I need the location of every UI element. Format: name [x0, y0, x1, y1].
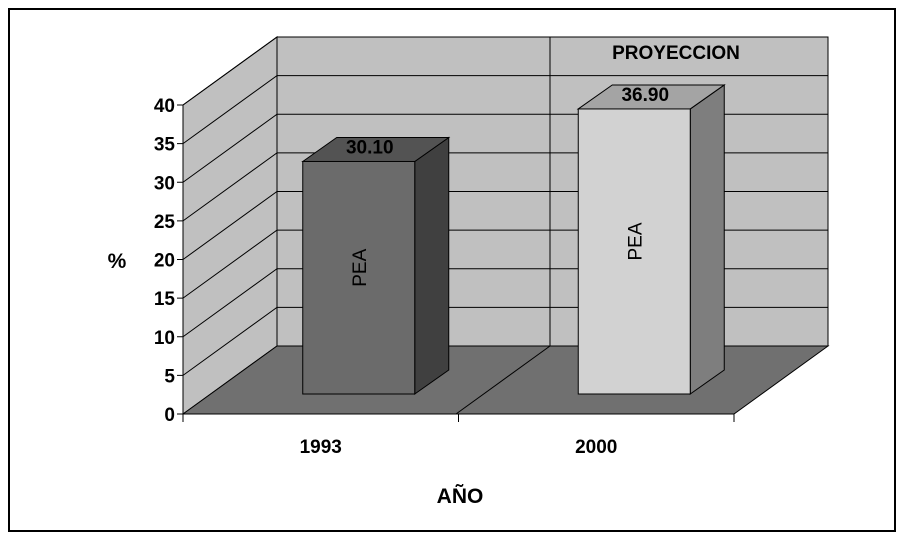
bar-inner-label: PEA [350, 248, 371, 286]
bar-side [414, 136, 450, 395]
bar-front [577, 108, 691, 395]
y-tick-label: 35 [154, 135, 176, 156]
y-tick-label: 10 [154, 328, 175, 349]
y-tick-label: 5 [164, 366, 175, 387]
y-axis-ticks: 0 5 10 15 20 25 30 35 40 [154, 96, 183, 426]
data-label: 36.90 [621, 85, 669, 106]
y-tick-label: 40 [154, 96, 175, 117]
y-tick-label: 25 [154, 212, 176, 233]
projection-annotation: PROYECCION [612, 43, 740, 64]
bar-1993: PEA 30.10 [301, 136, 451, 395]
x-tick-label: 2000 [575, 437, 617, 458]
bar-side [689, 83, 725, 395]
bars: PEA 30.10 PEA 36.90 [301, 83, 726, 395]
x-tick-label: 1993 [300, 437, 342, 458]
x-axis-title: AÑO [437, 485, 484, 508]
y-tick-label: 15 [154, 289, 176, 310]
data-label: 30.10 [346, 137, 394, 158]
x-axis-ticks: 1993 2000 [182, 414, 735, 458]
bar-front [302, 160, 416, 395]
y-tick-label: 20 [154, 251, 175, 272]
floor [181, 345, 830, 415]
gridline [182, 75, 828, 145]
y-tick-label: 30 [154, 173, 175, 194]
y-axis-title: % [108, 250, 127, 273]
gridline [182, 36, 828, 106]
bar-2000: PEA 36.90 [576, 83, 726, 395]
bar-inner-label: PEA [625, 222, 646, 260]
y-tick-label: 0 [164, 405, 175, 426]
projection-divider-floor [455, 345, 551, 415]
